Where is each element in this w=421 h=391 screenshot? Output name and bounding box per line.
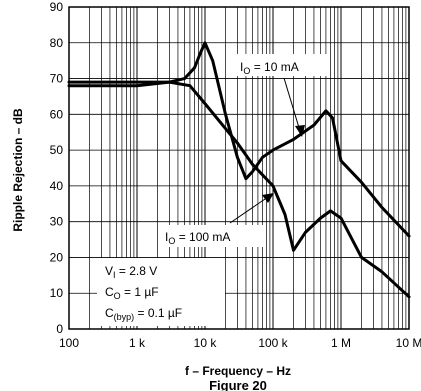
series-label-10ma: IO = 10 mA — [240, 60, 299, 76]
figure-caption: Figure 20 — [209, 378, 267, 391]
x-tick-label: 10 k — [194, 336, 218, 350]
condition-co: CO = 1 µF — [105, 285, 159, 301]
y-tick-label: 30 — [50, 215, 64, 229]
series-layer — [67, 41, 411, 299]
arrowhead-10ma — [295, 125, 305, 137]
x-tick-label: 10 M — [396, 336, 421, 350]
series-label-100ma: IO = 100 mA — [165, 230, 230, 246]
y-tick-label: 70 — [50, 72, 64, 86]
x-tick-label: 100 k — [258, 336, 288, 350]
y-tick-label: 60 — [50, 107, 64, 121]
series-line-io-10ma — [67, 41, 411, 238]
y-tick-label: 10 — [50, 286, 64, 300]
condition-cbyp: C(byp) = 0.1 µF — [105, 306, 182, 322]
y-tick-label: 90 — [50, 0, 64, 14]
leader-line-100ma — [229, 196, 269, 224]
y-tick-label: 50 — [50, 143, 64, 157]
tick-labels: 100 1 k 10 k 100 k 1 M 10 M 0 10 20 30 40 50 60 70 80 9… — [50, 0, 421, 350]
series-line-io-100ma — [67, 80, 411, 299]
conditions-backdrop — [97, 258, 225, 326]
x-tick-label: 1 k — [129, 336, 146, 350]
y-tick-label: 40 — [50, 179, 64, 193]
label-10ma-backdrop — [232, 54, 328, 76]
leader-line-10ma — [283, 77, 301, 132]
plot-frame — [68, 6, 410, 330]
y-tick-label: 0 — [56, 322, 63, 336]
x-axis-title: f – Frequency – Hz — [185, 364, 291, 378]
y-axis-title: Ripple Rejection – dB — [11, 108, 25, 232]
x-tick-label: 100 — [59, 336, 79, 350]
condition-vi: VI = 2.8 V — [105, 264, 157, 280]
x-tick-label: 1 M — [331, 336, 351, 350]
y-tick-label: 20 — [50, 250, 64, 264]
arrowhead-100ma — [262, 193, 274, 203]
y-tick-label: 80 — [50, 36, 64, 50]
label-100ma-backdrop — [160, 225, 266, 247]
